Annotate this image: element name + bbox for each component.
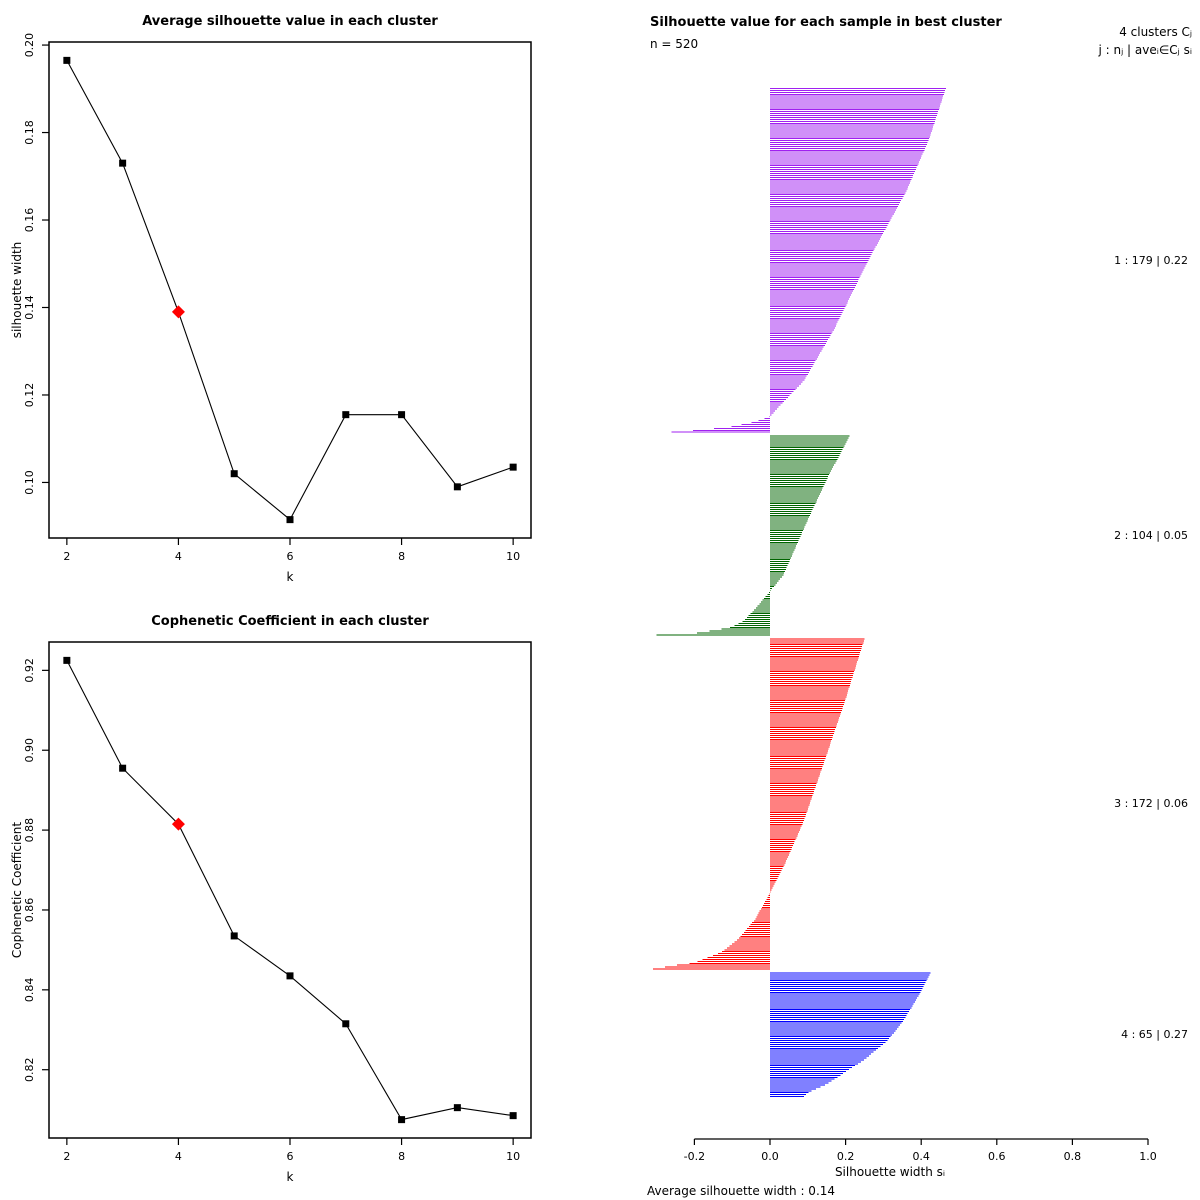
svg-text:0.92: 0.92 <box>23 658 36 683</box>
avg-silhouette-ylabel: silhouette width <box>10 241 24 339</box>
svg-text:0.88: 0.88 <box>23 818 36 843</box>
cluster-4-label: 4 : 65 | 0.27 <box>1121 1028 1188 1042</box>
avg-silhouette-title: Average silhouette value in each cluster <box>142 14 438 29</box>
cophenetic-ylabel: Cophenetic Coefficient <box>10 821 24 959</box>
svg-text:0.2: 0.2 <box>837 1150 855 1163</box>
svg-text:4: 4 <box>175 550 182 563</box>
silhouette-chart: -0.2 0.0 0.2 0.4 0.6 0.8 1.0 <box>652 88 1157 1163</box>
avg-silhouette-xlabel: k <box>286 570 294 584</box>
svg-text:1.0: 1.0 <box>1139 1150 1157 1163</box>
svg-text:6: 6 <box>287 550 294 563</box>
silhouette-average-footer: Average silhouette width : 0.14 <box>647 1184 836 1198</box>
svg-text:0.10: 0.10 <box>23 470 36 495</box>
svg-text:-0.2: -0.2 <box>684 1150 705 1163</box>
svg-text:6: 6 <box>287 1150 294 1163</box>
svg-text:0.82: 0.82 <box>23 1057 36 1082</box>
silhouette-title: Silhouette value for each sample in best… <box>650 15 1002 30</box>
silhouette-panel: -0.2 0.0 0.2 0.4 0.6 0.8 1.0 Silhouette value … <box>600 0 1200 1200</box>
svg-text:0.14: 0.14 <box>23 295 36 320</box>
cophenetic-panel: 2 4 6 8 10 0.82 0.84 0.86 0.88 0.90 0.92 Copheneti… <box>0 600 600 1200</box>
svg-text:0.16: 0.16 <box>23 208 36 233</box>
cophenetic-title: Cophenetic Coefficient in each cluster <box>151 614 429 629</box>
svg-text:0.8: 0.8 <box>1064 1150 1082 1163</box>
silhouette-xlabel: Silhouette width sᵢ <box>834 1165 946 1179</box>
svg-text:0.6: 0.6 <box>988 1150 1006 1163</box>
svg-text:8: 8 <box>398 550 405 563</box>
cophenetic-xlabel: k <box>286 1170 294 1184</box>
avg-silhouette-panel: 2 4 6 8 10 0.10 0.12 0.14 0.16 0.18 0.20 Average s… <box>0 0 600 600</box>
svg-text:4: 4 <box>175 1150 182 1163</box>
svg-text:2: 2 <box>63 1150 70 1163</box>
svg-text:0.4: 0.4 <box>912 1150 930 1163</box>
svg-text:10: 10 <box>506 550 520 563</box>
svg-text:0.84: 0.84 <box>23 978 36 1003</box>
silhouette-n-label: n = 520 <box>650 37 699 51</box>
svg-text:0.12: 0.12 <box>23 383 36 408</box>
svg-text:0.0: 0.0 <box>761 1150 779 1163</box>
svg-text:10: 10 <box>506 1150 520 1163</box>
avg-silhouette-chart: 2 4 6 8 10 0.10 0.12 0.14 0.16 0.18 0.20 <box>23 33 532 563</box>
cluster-3-label: 3 : 172 | 0.06 <box>1114 797 1188 811</box>
svg-text:2: 2 <box>63 550 70 563</box>
svg-text:0.86: 0.86 <box>23 898 36 923</box>
svg-text:0.18: 0.18 <box>23 120 36 145</box>
silhouette-clusters-header: 4 clusters Cⱼ <box>1119 25 1192 39</box>
silhouette-clusters-subheader: j : nⱼ | aveᵢ∈Cⱼ sᵢ <box>1098 43 1192 57</box>
svg-text:0.90: 0.90 <box>23 738 36 763</box>
cophenetic-chart: 2 4 6 8 10 0.82 0.84 0.86 0.88 0.90 0.92 <box>23 641 532 1163</box>
svg-text:0.20: 0.20 <box>23 33 36 58</box>
cluster-1-label: 1 : 179 | 0.22 <box>1114 253 1188 267</box>
svg-text:8: 8 <box>398 1150 405 1163</box>
cluster-2-label: 2 : 104 | 0.05 <box>1114 529 1188 542</box>
